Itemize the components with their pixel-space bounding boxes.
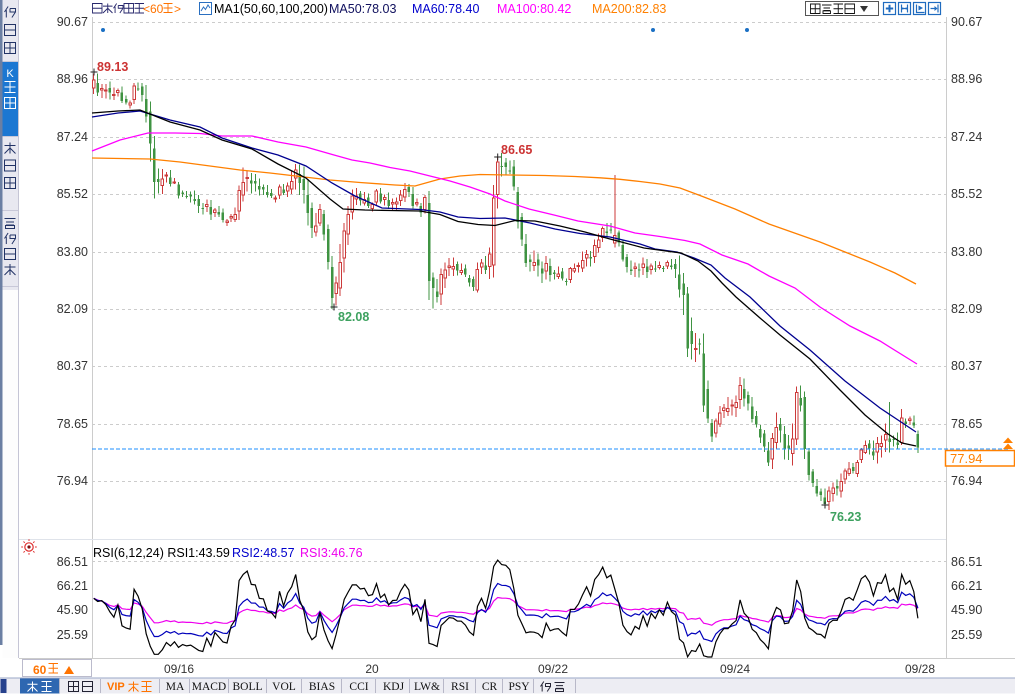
svg-text:76.23: 76.23 xyxy=(830,510,861,524)
svg-text:KDJ: KDJ xyxy=(383,681,405,693)
svg-text:45.90: 45.90 xyxy=(951,603,982,617)
svg-text:LW&: LW& xyxy=(414,681,440,693)
svg-text:90.67: 90.67 xyxy=(951,15,982,29)
svg-text:MA1(50,60,100,200): MA1(50,60,100,200) xyxy=(214,2,328,16)
svg-text:20: 20 xyxy=(365,662,379,676)
svg-text:09/22: 09/22 xyxy=(538,662,568,676)
svg-text:80.37: 80.37 xyxy=(951,359,982,373)
svg-text:PSY: PSY xyxy=(508,681,530,693)
svg-text:RSI2:48.57: RSI2:48.57 xyxy=(232,546,295,560)
svg-text:MACD: MACD xyxy=(192,681,227,693)
svg-text:66.21: 66.21 xyxy=(951,579,982,593)
svg-text:82.09: 82.09 xyxy=(57,302,88,316)
svg-text:RSI(6,12,24) RSI1:43.59: RSI(6,12,24) RSI1:43.59 xyxy=(93,546,230,560)
svg-text:MA100:80.42: MA100:80.42 xyxy=(497,2,571,16)
svg-text:>: > xyxy=(174,2,181,16)
svg-text:78.65: 78.65 xyxy=(951,417,982,431)
svg-text:CCI: CCI xyxy=(349,681,368,693)
svg-text:76.94: 76.94 xyxy=(951,474,982,488)
svg-text:60: 60 xyxy=(33,663,47,677)
svg-text:85.52: 85.52 xyxy=(57,187,88,201)
svg-text:85.52: 85.52 xyxy=(951,187,982,201)
svg-text:77.94: 77.94 xyxy=(950,451,983,466)
svg-text:CR: CR xyxy=(482,681,498,693)
svg-text:87.24: 87.24 xyxy=(951,130,982,144)
svg-text:86.51: 86.51 xyxy=(951,555,982,569)
svg-text:RSI3:46.76: RSI3:46.76 xyxy=(300,546,363,560)
svg-text:K: K xyxy=(6,68,14,80)
svg-text:80.37: 80.37 xyxy=(57,359,88,373)
svg-text:09/28: 09/28 xyxy=(905,662,935,676)
svg-text:MA: MA xyxy=(166,681,185,693)
svg-text:86.51: 86.51 xyxy=(57,555,88,569)
svg-text:25.59: 25.59 xyxy=(951,628,982,642)
svg-text:BIAS: BIAS xyxy=(309,681,335,693)
svg-text:45.90: 45.90 xyxy=(57,603,88,617)
svg-text:MA200:82.83: MA200:82.83 xyxy=(592,2,666,16)
svg-text:BOLL: BOLL xyxy=(232,681,262,693)
svg-text:25.59: 25.59 xyxy=(57,628,88,642)
svg-text:RSI: RSI xyxy=(451,681,469,693)
svg-text:VIP: VIP xyxy=(107,681,125,693)
svg-text:83.80: 83.80 xyxy=(57,245,88,259)
svg-text:09/16: 09/16 xyxy=(164,662,194,676)
svg-text:82.08: 82.08 xyxy=(338,310,369,324)
svg-text:90.67: 90.67 xyxy=(57,15,88,29)
svg-text:76.94: 76.94 xyxy=(57,474,88,488)
svg-text:89.13: 89.13 xyxy=(97,60,128,74)
svg-text:MA50:78.03: MA50:78.03 xyxy=(329,2,396,16)
svg-text:86.65: 86.65 xyxy=(501,143,532,157)
svg-text:88.96: 88.96 xyxy=(951,72,982,86)
svg-text:66.21: 66.21 xyxy=(57,579,88,593)
svg-text:09/24: 09/24 xyxy=(720,662,750,676)
svg-text:88.96: 88.96 xyxy=(57,72,88,86)
svg-text:87.24: 87.24 xyxy=(57,130,88,144)
svg-text:83.80: 83.80 xyxy=(951,245,982,259)
svg-text:82.09: 82.09 xyxy=(951,302,982,316)
svg-text:78.65: 78.65 xyxy=(57,417,88,431)
svg-text:MA60:78.40: MA60:78.40 xyxy=(412,2,479,16)
svg-text:<60: <60 xyxy=(143,2,164,16)
svg-text:VOL: VOL xyxy=(272,681,296,693)
